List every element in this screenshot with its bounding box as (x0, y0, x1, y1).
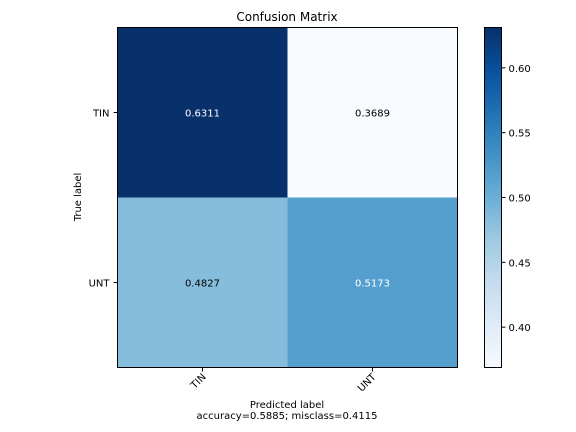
cell-labels: 0.6311 0.3689 0.4827 0.5173 (185, 109, 390, 290)
colorbar (484, 27, 502, 368)
colorbar-tick-label: 0.50 (509, 194, 531, 205)
colorbar-tick-label: 0.55 (509, 129, 531, 140)
cell-value-label: 0.3689 (355, 109, 390, 120)
x-tick-label: UNT (356, 371, 379, 394)
cell-value-label: 0.5173 (355, 279, 390, 290)
plot-frame (117, 27, 458, 368)
x-axis-ticks: TIN UNT (188, 367, 379, 394)
colorbar-ticks: 0.40 0.45 0.50 0.55 0.60 (501, 64, 531, 334)
heatmap-cell (117, 27, 288, 198)
chart-title: Confusion Matrix (236, 10, 337, 24)
x-axis-sublabel: accuracy=0.5885; misclass=0.4115 (197, 411, 378, 422)
cell-value-label: 0.4827 (185, 279, 220, 290)
cell-value-label: 0.6311 (185, 109, 220, 120)
y-axis-ticks: TIN UNT (89, 109, 118, 290)
heatmap-cell (117, 197, 288, 368)
heatmap-cells (117, 27, 458, 368)
colorbar-tick-label: 0.60 (509, 64, 531, 75)
y-axis-label: True label (73, 173, 84, 223)
y-tick-label: UNT (89, 279, 111, 290)
x-tick-label: TIN (188, 372, 208, 392)
colorbar-tick-label: 0.40 (509, 323, 531, 334)
heatmap-cell (287, 197, 458, 368)
x-axis-label: Predicted label (250, 400, 324, 411)
heatmap-cell (287, 27, 458, 198)
colorbar-tick-label: 0.45 (509, 258, 531, 269)
y-tick-label: TIN (92, 109, 110, 120)
